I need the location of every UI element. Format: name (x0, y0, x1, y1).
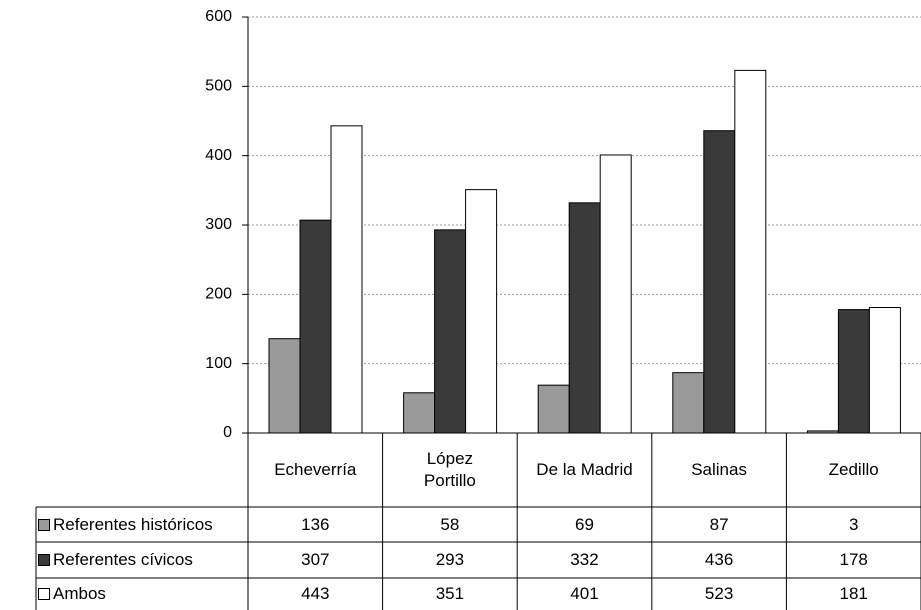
bar (837, 309, 870, 434)
y-tick-label: 600 (205, 8, 232, 25)
row-label: Referentes cívicos (36, 542, 248, 578)
value-cell: 3 (848, 514, 859, 534)
category-label: Echeverría (274, 460, 357, 479)
value-cell: 136 (301, 514, 330, 534)
legend-key (38, 518, 50, 531)
category-cell: Salinas (652, 433, 787, 507)
value-cell: 178 (839, 550, 868, 569)
legend-label: Referentes cívicos (53, 550, 193, 569)
legend-key (38, 554, 50, 566)
value-cell: 69 (575, 514, 594, 534)
y-tick-label: 100 (205, 355, 232, 372)
value-cell: 87 (709, 514, 729, 534)
category-cell: Zedillo (786, 433, 921, 507)
legend-label: Ambos (53, 584, 106, 603)
value-cell: 401 (570, 584, 599, 603)
value-cell: 523 (704, 584, 734, 603)
legend-label: Referentes históricos (53, 514, 213, 534)
bar (537, 384, 570, 434)
value-cell: 293 (435, 550, 465, 569)
bar (465, 189, 498, 434)
category-label: Zedillo (828, 460, 879, 479)
row-label: Referentes históricos (36, 507, 248, 542)
bar (268, 338, 301, 434)
bar (568, 202, 601, 434)
bar (434, 229, 467, 434)
bar (672, 372, 705, 434)
category-label: Salinas (691, 460, 747, 479)
value-cell: 443 (301, 584, 330, 603)
category-label: De la Madrid (536, 460, 633, 479)
value-cell: 181 (839, 584, 868, 603)
value-cell: 332 (570, 550, 599, 569)
value-cell: 436 (704, 550, 734, 569)
y-tick-label: 0 (223, 424, 232, 441)
bar (703, 130, 736, 434)
y-tick-label: 400 (205, 147, 232, 164)
y-tick-label: 200 (205, 286, 232, 303)
category-cell: De la Madrid (517, 433, 652, 507)
bar (403, 392, 436, 434)
bar (330, 125, 363, 434)
value-cell: 58 (440, 514, 460, 534)
bar (599, 154, 632, 434)
bar (868, 307, 901, 434)
category-label: López Portillo (423, 449, 476, 490)
bar (299, 219, 332, 434)
y-tick-label: 300 (205, 216, 232, 233)
row-label: Ambos (36, 578, 248, 610)
category-cell: Echeverría (248, 433, 383, 507)
value-cell: 351 (435, 584, 465, 603)
y-tick-label: 500 (205, 78, 232, 95)
category-cell: López Portillo (383, 433, 518, 507)
bar (734, 69, 767, 434)
value-cell: 307 (301, 550, 330, 569)
legend-key (38, 588, 50, 600)
